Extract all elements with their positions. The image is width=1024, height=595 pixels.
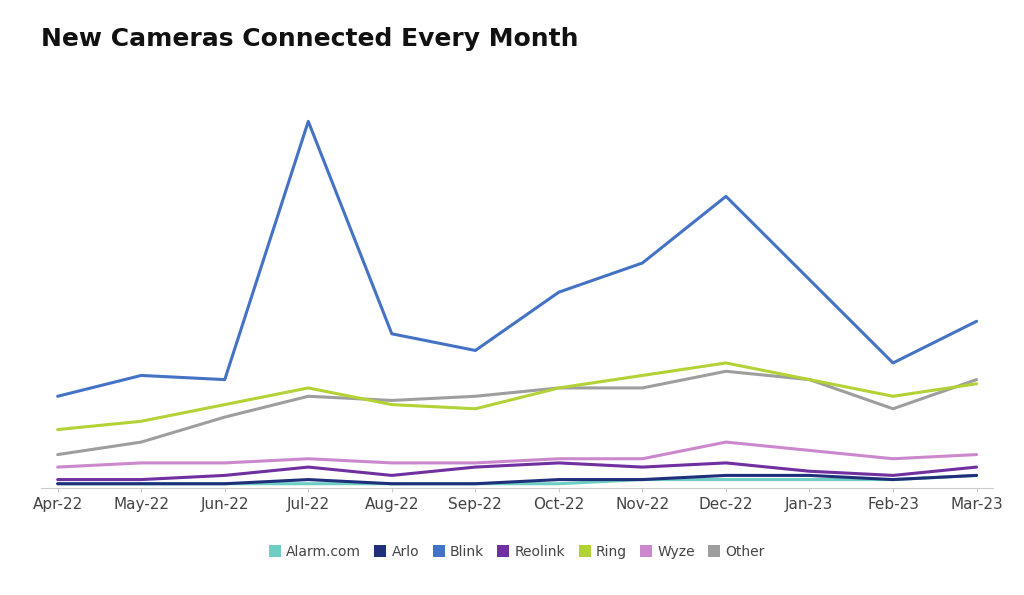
Ring bbox=[636, 372, 648, 379]
Arlo bbox=[135, 480, 147, 487]
Arlo bbox=[887, 476, 899, 483]
Wyze bbox=[636, 455, 648, 462]
Alarm.com bbox=[804, 476, 816, 483]
Other bbox=[386, 397, 398, 404]
Wyze bbox=[720, 439, 732, 446]
Blink bbox=[386, 330, 398, 337]
Other bbox=[553, 384, 565, 392]
Other bbox=[51, 451, 63, 458]
Ring bbox=[302, 384, 314, 392]
Ring bbox=[971, 380, 983, 387]
Arlo bbox=[804, 472, 816, 479]
Arlo bbox=[971, 472, 983, 479]
Wyze bbox=[469, 459, 481, 466]
Blink bbox=[804, 276, 816, 283]
Arlo bbox=[218, 480, 230, 487]
Line: Alarm.com: Alarm.com bbox=[57, 475, 977, 484]
Ring bbox=[469, 405, 481, 412]
Reolink bbox=[971, 464, 983, 471]
Wyze bbox=[971, 451, 983, 458]
Blink bbox=[553, 289, 565, 296]
Reolink bbox=[636, 464, 648, 471]
Arlo bbox=[553, 476, 565, 483]
Alarm.com bbox=[553, 480, 565, 487]
Blink bbox=[887, 359, 899, 367]
Other bbox=[887, 405, 899, 412]
Other bbox=[804, 376, 816, 383]
Arlo bbox=[469, 480, 481, 487]
Ring bbox=[887, 393, 899, 400]
Ring bbox=[218, 401, 230, 408]
Line: Blink: Blink bbox=[57, 121, 977, 396]
Other bbox=[469, 393, 481, 400]
Wyze bbox=[218, 459, 230, 466]
Alarm.com bbox=[135, 480, 147, 487]
Blink bbox=[302, 118, 314, 125]
Blink bbox=[51, 393, 63, 400]
Reolink bbox=[386, 472, 398, 479]
Reolink bbox=[887, 472, 899, 479]
Line: Reolink: Reolink bbox=[57, 463, 977, 480]
Alarm.com bbox=[636, 476, 648, 483]
Reolink bbox=[51, 476, 63, 483]
Alarm.com bbox=[218, 480, 230, 487]
Blink bbox=[135, 372, 147, 379]
Blink bbox=[636, 259, 648, 267]
Reolink bbox=[302, 464, 314, 471]
Reolink bbox=[135, 476, 147, 483]
Ring bbox=[720, 359, 732, 367]
Other bbox=[636, 384, 648, 392]
Ring bbox=[386, 401, 398, 408]
Blink bbox=[218, 376, 230, 383]
Alarm.com bbox=[720, 476, 732, 483]
Wyze bbox=[135, 459, 147, 466]
Alarm.com bbox=[51, 480, 63, 487]
Legend: Alarm.com, Arlo, Blink, Reolink, Ring, Wyze, Other: Alarm.com, Arlo, Blink, Reolink, Ring, W… bbox=[264, 539, 770, 564]
Arlo bbox=[720, 472, 732, 479]
Alarm.com bbox=[386, 480, 398, 487]
Ring bbox=[804, 376, 816, 383]
Other bbox=[971, 376, 983, 383]
Alarm.com bbox=[887, 476, 899, 483]
Wyze bbox=[804, 447, 816, 454]
Arlo bbox=[302, 476, 314, 483]
Ring bbox=[553, 384, 565, 392]
Wyze bbox=[51, 464, 63, 471]
Reolink bbox=[804, 468, 816, 475]
Blink bbox=[720, 193, 732, 200]
Other bbox=[302, 393, 314, 400]
Wyze bbox=[302, 455, 314, 462]
Arlo bbox=[636, 476, 648, 483]
Line: Arlo: Arlo bbox=[57, 475, 977, 484]
Line: Wyze: Wyze bbox=[57, 442, 977, 467]
Blink bbox=[971, 318, 983, 325]
Alarm.com bbox=[469, 480, 481, 487]
Line: Ring: Ring bbox=[57, 363, 977, 430]
Text: New Cameras Connected Every Month: New Cameras Connected Every Month bbox=[41, 27, 579, 51]
Wyze bbox=[553, 455, 565, 462]
Line: Other: Other bbox=[57, 371, 977, 455]
Other bbox=[218, 414, 230, 421]
Alarm.com bbox=[302, 480, 314, 487]
Ring bbox=[135, 418, 147, 425]
Other bbox=[720, 368, 732, 375]
Alarm.com bbox=[971, 472, 983, 479]
Reolink bbox=[553, 459, 565, 466]
Arlo bbox=[386, 480, 398, 487]
Blink bbox=[469, 347, 481, 354]
Wyze bbox=[386, 459, 398, 466]
Reolink bbox=[469, 464, 481, 471]
Ring bbox=[51, 426, 63, 433]
Wyze bbox=[887, 455, 899, 462]
Arlo bbox=[51, 480, 63, 487]
Reolink bbox=[720, 459, 732, 466]
Other bbox=[135, 439, 147, 446]
Reolink bbox=[218, 472, 230, 479]
